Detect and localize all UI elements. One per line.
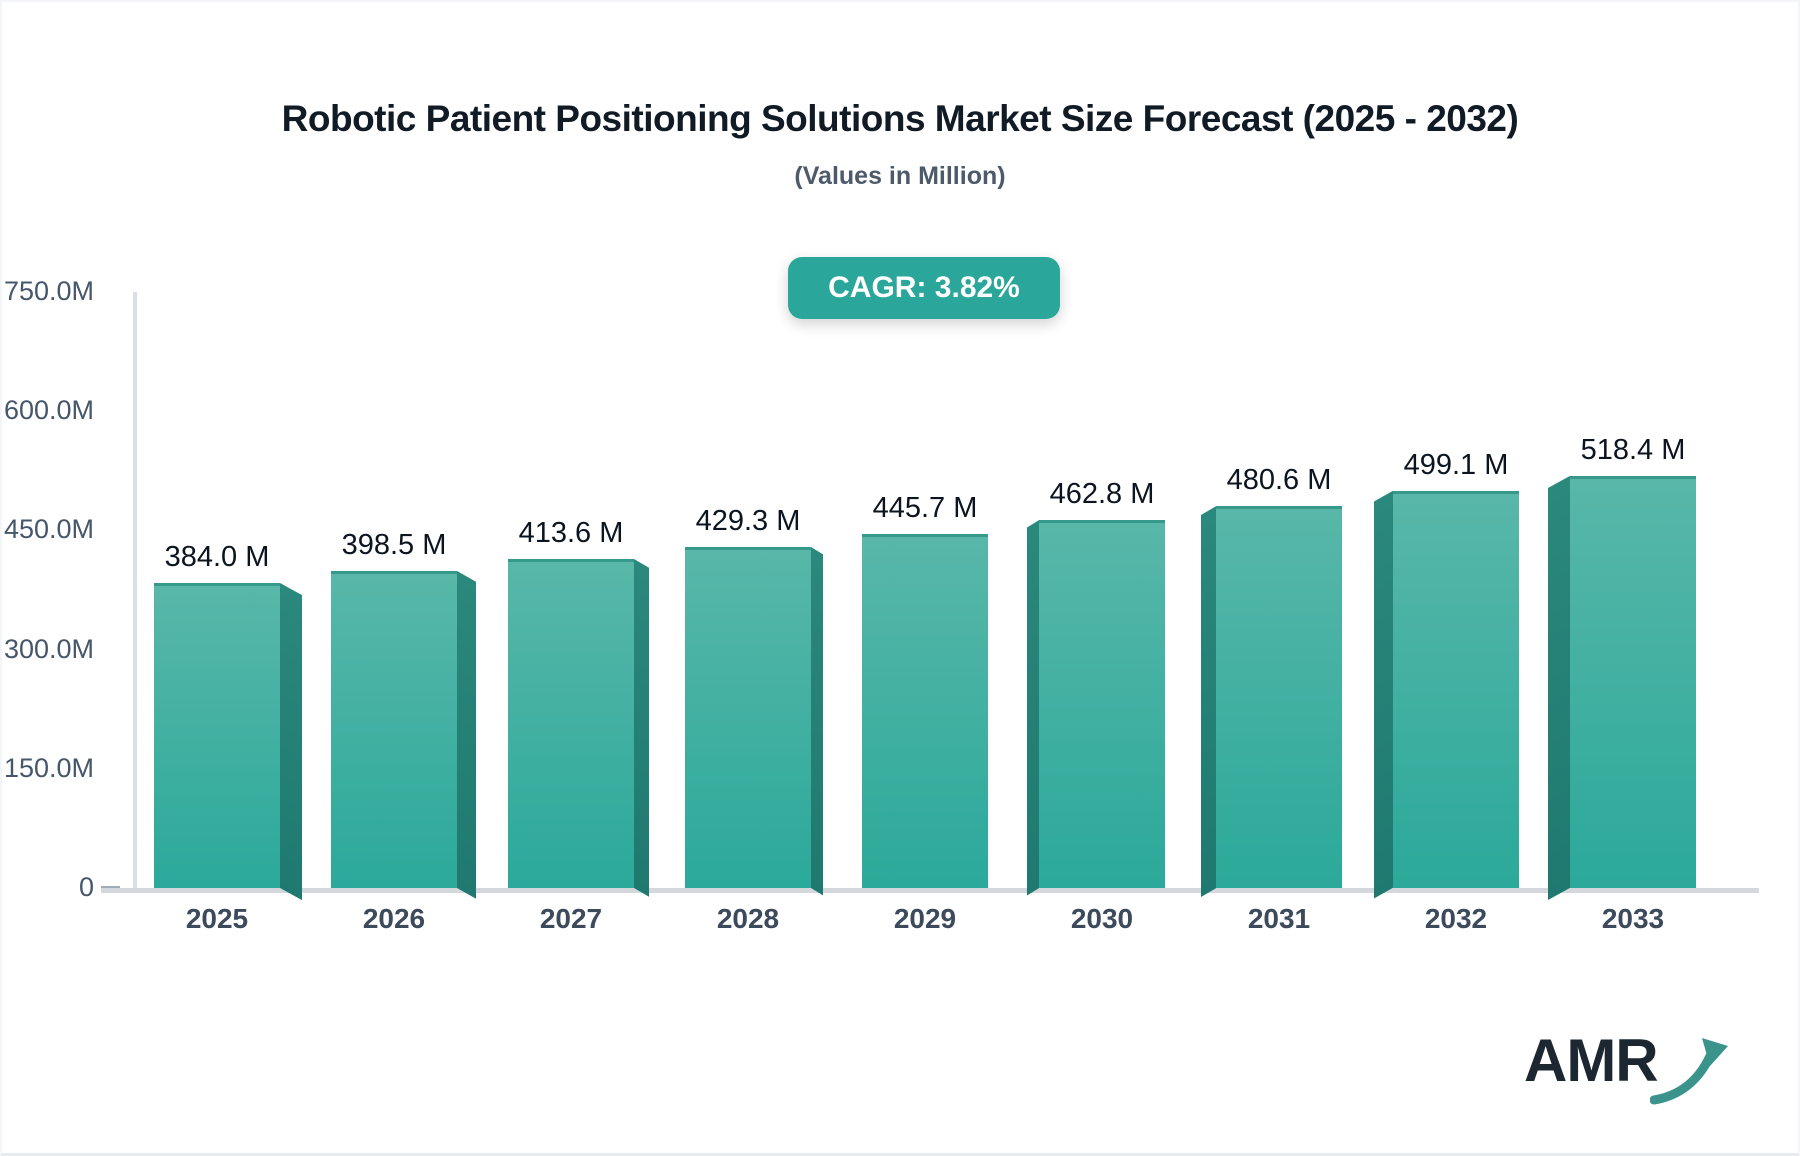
bar-2028: [685, 547, 824, 896]
bar-value-label: 480.6 M: [1226, 464, 1332, 496]
bar-front-face: [508, 559, 634, 888]
bar-side-face: [457, 571, 476, 899]
bar-side-face: [1200, 506, 1216, 897]
cagr-badge: CAGR: 3.82%: [788, 257, 1060, 319]
x-axis-label: 2030: [1070, 903, 1134, 934]
x-axis-label: 2029: [893, 903, 957, 934]
trending-up-arrow-icon: [1649, 1038, 1728, 1105]
bar-front-face: [1393, 491, 1519, 888]
bar-value-label: 462.8 M: [1049, 478, 1155, 510]
bar-side-face: [1374, 491, 1393, 899]
y-axis-line: [133, 292, 137, 893]
bar-value-label: 398.5 M: [341, 529, 447, 561]
x-axis-label: 2031: [1247, 903, 1311, 934]
bar-side-face: [280, 583, 302, 900]
y-axis-tick-label: 0: [78, 872, 94, 902]
bar-2033: [1548, 476, 1696, 900]
x-axis-label: 2025: [185, 903, 249, 934]
chart-title: Robotic Patient Positioning Solutions Ma…: [281, 98, 1519, 139]
bar-front-face: [862, 534, 988, 888]
x-axis-label: 2032: [1424, 903, 1488, 934]
bar-value-label: 518.4 M: [1580, 434, 1686, 466]
bar-front-face: [1039, 520, 1165, 888]
y-axis-tick-label: 450.0M: [3, 514, 94, 545]
bar-2025: [154, 583, 302, 900]
bar-2031: [1200, 506, 1342, 897]
brand-logo: AMR: [1524, 1030, 1734, 1112]
bar-side-face: [1026, 520, 1039, 896]
bar-front-face: [1570, 476, 1696, 888]
x-axis-baseline: [101, 888, 1759, 893]
bar-2030: [1026, 520, 1165, 896]
x-axis-label: 2026: [362, 903, 426, 934]
chart-subtitle: (Values in Million): [794, 162, 1006, 190]
bar-front-face: [1216, 506, 1342, 888]
bar-value-label: 413.6 M: [518, 517, 624, 549]
y-axis-tick-label: 600.0M: [3, 395, 94, 426]
bar-value-label: 445.7 M: [872, 492, 978, 524]
x-axis-label: 2033: [1601, 903, 1665, 934]
bar-2032: [1374, 491, 1519, 899]
bar-front-face: [154, 583, 280, 888]
bar-value-label: 429.3 M: [695, 505, 801, 537]
y-axis-tick-label: 750.0M: [3, 276, 94, 306]
bar-2027: [508, 559, 650, 897]
bar-front-face: [685, 547, 811, 888]
logo-text: AMR: [1524, 1027, 1659, 1094]
bar-2026: [331, 571, 476, 899]
x-axis-label: 2028: [716, 903, 780, 934]
y-axis-tick-label: 300.0M: [3, 633, 94, 664]
y-axis-tick-label: 150.0M: [3, 752, 94, 783]
bar-side-face: [634, 559, 650, 897]
bar-side-face: [811, 547, 824, 896]
x-axis-label: 2027: [539, 903, 603, 934]
bar-front-face: [331, 571, 457, 888]
bar-side-face: [1548, 476, 1570, 900]
bar-value-label: 384.0 M: [164, 541, 270, 573]
bar-2029: [862, 534, 988, 888]
bar-value-label: 499.1 M: [1403, 449, 1509, 481]
